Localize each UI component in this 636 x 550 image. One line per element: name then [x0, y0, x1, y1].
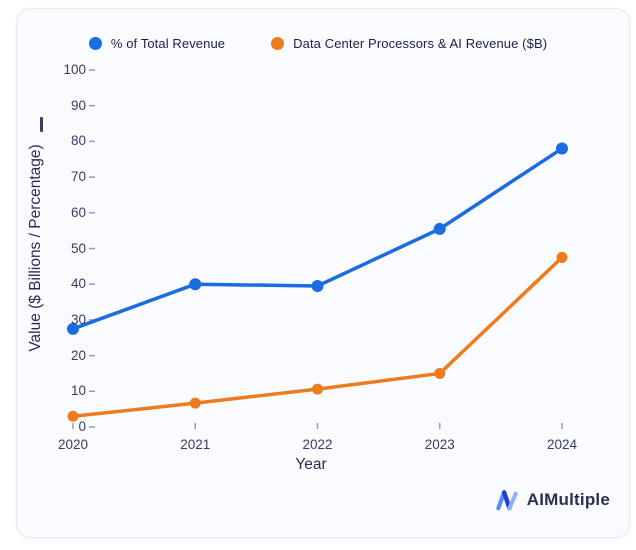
data-point[interactable]	[556, 142, 568, 155]
brand-logo-text: AIMultiple	[526, 490, 610, 509]
data-point[interactable]	[433, 222, 446, 235]
legend-item-dc-ai-revenue[interactable]: Data Center Processors & AI Revenue ($B)	[271, 36, 547, 51]
legend-item-percent-total-revenue[interactable]: % of Total Revenue	[88, 35, 226, 51]
x-tick-label: 2024	[546, 437, 578, 452]
x-tick-label: 2020	[57, 437, 89, 452]
data-point[interactable]	[67, 322, 79, 335]
card-background	[16, 8, 630, 538]
x-axis-title: Year	[295, 456, 327, 473]
y-tick-label: 100	[63, 62, 86, 77]
data-point[interactable]	[312, 383, 323, 395]
y-tick-label: 40	[70, 276, 86, 292]
data-point[interactable]	[189, 278, 202, 291]
y-axis-title: Value ($ Billions / Percentage)	[27, 144, 44, 352]
x-tick-label: 2021	[180, 437, 211, 452]
legend-label: % of Total Revenue	[110, 35, 226, 51]
y-tick-label: 70	[70, 169, 86, 185]
data-point[interactable]	[434, 367, 446, 379]
data-point[interactable]	[67, 410, 79, 422]
y-tick-label: 50	[70, 240, 86, 256]
chart-legend: % of Total Revenue Data Center Processor…	[0, 33, 636, 53]
y-tick-label: 10	[70, 383, 86, 399]
data-point[interactable]	[311, 279, 324, 292]
y-tick-label: 30	[70, 311, 86, 327]
legend-label: Data Center Processors & AI Revenue ($B)	[293, 35, 548, 51]
y-tick-label: 0	[78, 419, 86, 434]
y-tick-label: 80	[70, 133, 86, 149]
data-point[interactable]	[189, 397, 201, 409]
data-point[interactable]	[556, 251, 568, 263]
series-line	[71, 146, 564, 331]
text-cursor-artifact	[40, 117, 43, 132]
y-tick-label: 90	[70, 97, 86, 113]
aimultiple-logo-icon	[496, 489, 518, 510]
series-percent-total-revenue[interactable]	[67, 142, 568, 335]
x-tick-label: 2023	[424, 437, 455, 452]
y-tick-label: 20	[70, 347, 86, 363]
y-tick-label: 60	[70, 204, 86, 220]
legend-dot-blue	[88, 36, 102, 50]
legend-dot-orange	[271, 36, 285, 50]
brand-logo[interactable]: AIMultiple	[495, 485, 610, 515]
series-dc-ai-revenue[interactable]	[67, 251, 568, 422]
x-tick-label: 2022	[302, 437, 333, 452]
